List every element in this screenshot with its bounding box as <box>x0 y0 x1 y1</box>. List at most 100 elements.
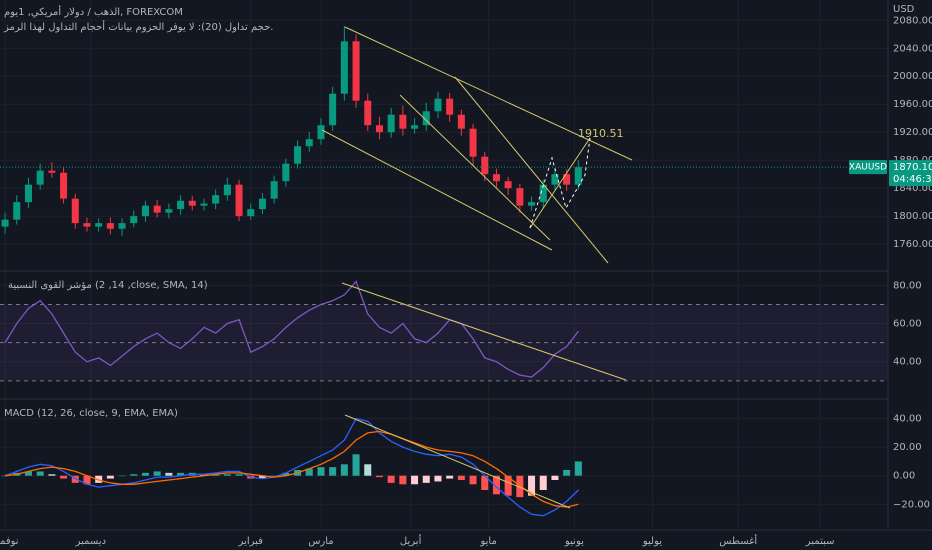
histogram-bar <box>282 472 290 476</box>
candle-body <box>24 184 32 203</box>
histogram-bar <box>270 475 278 477</box>
histogram-bar <box>153 471 161 476</box>
histogram-bar <box>1 475 9 477</box>
candle-body <box>551 174 559 185</box>
x-tick-label: أبريل <box>400 534 422 547</box>
y-tick-label: 2040.00 <box>893 43 932 54</box>
candle-body <box>282 163 290 182</box>
candle-body <box>13 202 21 220</box>
y-tick-label: 0.00 <box>893 471 915 482</box>
candle-body <box>200 203 208 206</box>
histogram-bar <box>574 461 582 476</box>
candle-body <box>516 188 524 206</box>
candle-body <box>247 209 255 217</box>
candle-body <box>177 200 185 210</box>
rsi-line <box>4 280 579 378</box>
histogram-bar <box>24 471 32 476</box>
signal-line <box>5 430 579 508</box>
x-tick-label: فبراير <box>238 536 264 547</box>
y-tick-label: 1840.00 <box>893 183 932 194</box>
candle-body <box>329 93 337 126</box>
trend-line <box>399 94 551 241</box>
histogram-bar <box>329 467 337 476</box>
y-tick-label: 1800.00 <box>893 211 932 222</box>
histogram-bar <box>364 464 372 476</box>
histogram-bar <box>563 470 571 476</box>
candle-body <box>528 202 536 206</box>
rsi-title: مؤشر القوى النسبية (14, 2 ,close, SMA, 1… <box>8 280 208 291</box>
trend-line <box>344 414 571 509</box>
histogram-bar <box>258 475 266 479</box>
histogram-bar <box>141 472 149 476</box>
histogram-bar <box>387 475 395 483</box>
y-tick-label: 1920.00 <box>893 127 932 138</box>
candle-body <box>399 114 407 129</box>
x-tick-label: يوليو <box>642 536 662 547</box>
candle-body <box>375 125 383 133</box>
candle-body <box>352 41 360 101</box>
candle-body <box>212 195 220 204</box>
symbol-tag: XAUUSD <box>849 163 887 173</box>
histogram-bar <box>411 475 419 485</box>
histogram-bar <box>60 475 68 479</box>
macd-title: MACD (12, 26, close, 9, EMA, EMA) <box>4 408 178 419</box>
x-tick-label: ديسمبر <box>75 536 106 547</box>
histogram-bar <box>481 475 489 490</box>
histogram-bar <box>551 475 559 480</box>
drawings <box>321 26 633 509</box>
histogram-bar <box>118 475 126 477</box>
x-tick-label: سبتمبر <box>805 536 835 547</box>
candle-body <box>60 172 68 199</box>
candle-body <box>48 170 56 173</box>
histogram-bar <box>200 474 208 476</box>
y-tick-label: 2000.00 <box>893 71 932 82</box>
labels: الذهب / دولار أمريكي, 1يوم, FOREXCOM حجم… <box>0 4 932 547</box>
candle-body <box>492 174 500 182</box>
candle-body <box>457 114 465 129</box>
candle-body <box>1 219 9 227</box>
histogram-bar <box>375 475 383 478</box>
candle-body <box>481 156 489 175</box>
annotation: 1910.51 <box>578 127 624 140</box>
histogram-bar <box>492 475 500 495</box>
marks <box>0 25 888 517</box>
y-tick-label: −20.00 <box>893 499 930 510</box>
candle-body <box>340 41 348 94</box>
x-tick-label: يونيو <box>564 536 584 547</box>
histogram-bar <box>36 471 44 476</box>
histogram-bar <box>469 475 477 485</box>
histogram-bar <box>422 475 430 483</box>
trend-line <box>344 26 633 161</box>
histogram-bar <box>457 475 465 480</box>
candle-body <box>141 205 149 217</box>
chart-subtitle: حجم تداول (20): لا يوفر الحزوم بيانات أح… <box>3 20 273 33</box>
histogram-bar <box>106 475 114 479</box>
candle-body <box>411 125 419 129</box>
candle-body <box>305 139 313 147</box>
candle-body <box>563 174 571 185</box>
histogram-bar <box>130 474 138 476</box>
symbol-tag-bg <box>849 160 887 175</box>
candle-body <box>504 181 512 189</box>
histogram-bar <box>504 475 512 496</box>
countdown: 04:46:39 <box>893 174 932 185</box>
candle-body <box>539 184 547 203</box>
trend-line <box>341 282 627 381</box>
histogram-bar <box>539 475 547 490</box>
histogram-bar <box>177 472 185 476</box>
histogram-bar <box>212 474 220 476</box>
candle-body <box>71 198 79 224</box>
candle-body <box>118 223 126 229</box>
trend-line <box>454 76 609 264</box>
x-tick-label: نوفمبر <box>0 536 19 547</box>
histogram-bar <box>446 475 454 479</box>
candle-body <box>422 111 430 126</box>
currency: USD <box>893 4 915 15</box>
wave-path <box>529 137 591 229</box>
y-tick-label: 40.00 <box>893 357 922 368</box>
candle-body <box>106 223 114 229</box>
grid <box>0 0 888 530</box>
candle-body <box>446 98 454 115</box>
